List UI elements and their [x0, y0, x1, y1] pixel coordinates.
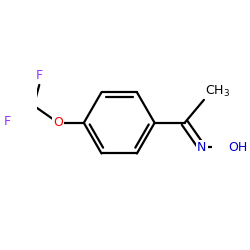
Text: N: N [197, 141, 206, 154]
Text: O: O [54, 116, 63, 129]
Text: F: F [36, 69, 43, 82]
Text: OH: OH [228, 141, 248, 154]
Text: CH$_3$: CH$_3$ [205, 84, 230, 99]
Text: F: F [3, 115, 10, 128]
